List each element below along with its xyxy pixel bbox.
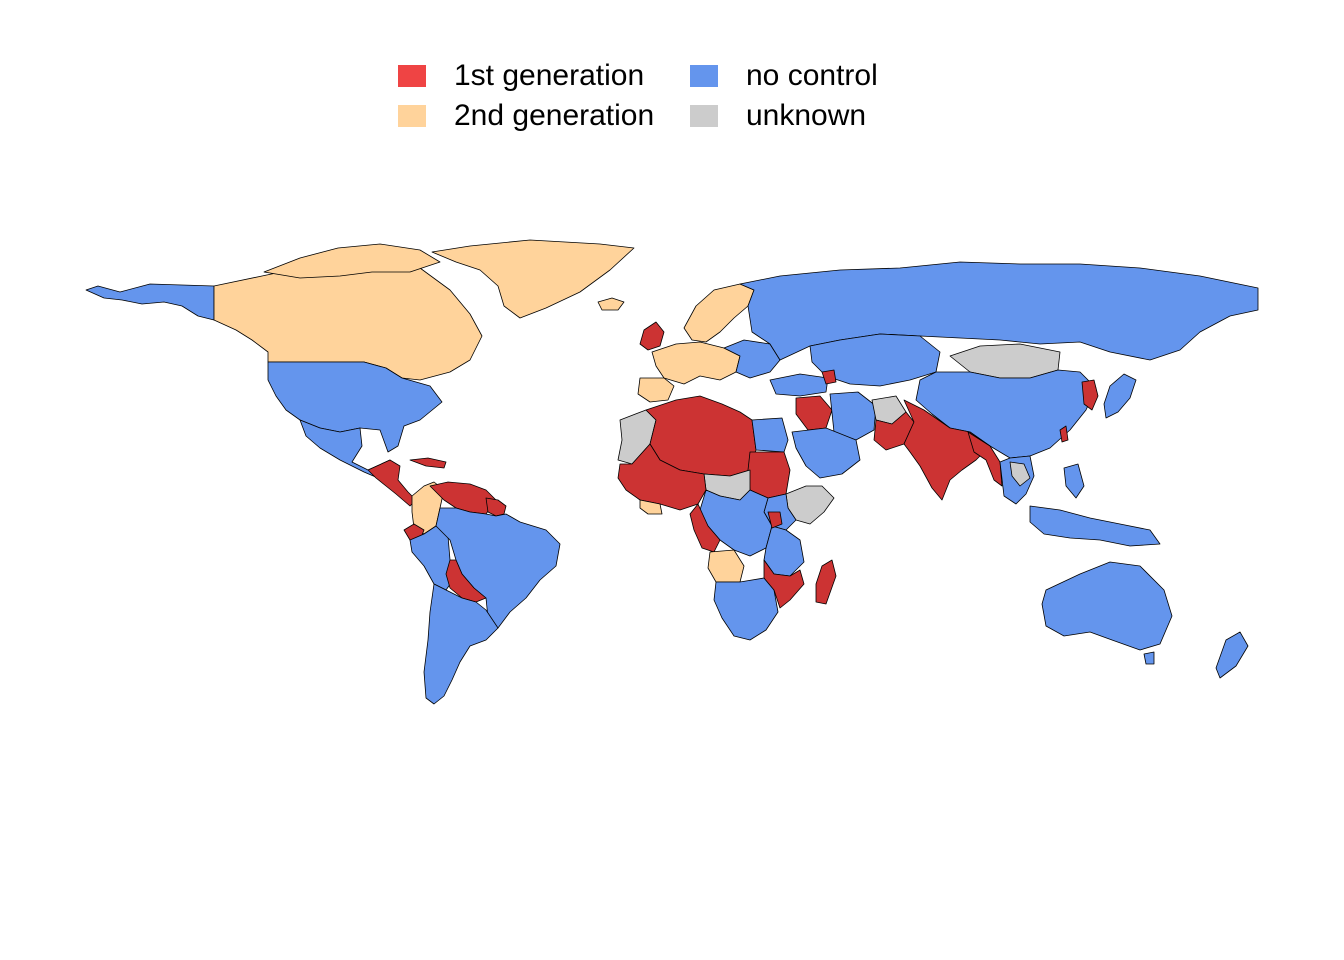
legend-swatch-no-control [690, 65, 718, 87]
country-taiwan [1059, 425, 1069, 443]
country-west-africa [617, 443, 707, 511]
country-australia [1041, 561, 1173, 651]
country-saudi-arabia [791, 427, 861, 479]
country-southern-cone [423, 583, 499, 705]
country-korea [1081, 379, 1099, 411]
country-greenland [431, 239, 635, 319]
country-uk-ireland [639, 321, 665, 351]
legend-swatch-unknown [690, 105, 718, 127]
country-egypt [751, 417, 789, 453]
country-alaska [85, 283, 215, 321]
country-mozambique-zambia [763, 559, 805, 609]
country-thailand-laos [1009, 461, 1031, 487]
country-turkey [769, 373, 829, 397]
legend-swatch-second-generation [398, 105, 426, 127]
country-usa [267, 361, 443, 453]
country-west-africa-coast [639, 499, 663, 515]
country-uganda-tanzania-sliver [767, 511, 783, 529]
legend-label-no-control: no control [746, 59, 878, 92]
legend-swatch-first-generation [398, 65, 426, 87]
country-western-europe [651, 341, 741, 385]
country-tasmania [1143, 651, 1155, 665]
legend-item-first-generation: 1st generation [398, 59, 645, 92]
country-new-zealand [1215, 631, 1249, 679]
country-scandinavia [683, 283, 755, 343]
country-japan [1103, 373, 1137, 419]
country-iberia [637, 377, 675, 403]
country-iceland [597, 297, 625, 311]
country-arctic-islands [263, 243, 441, 279]
country-india [903, 399, 991, 501]
legend-label-second-generation: 2nd generation [454, 99, 655, 132]
country-indonesia-islands [1029, 505, 1161, 547]
country-caribbean [409, 457, 447, 469]
country-iraq-syria [795, 395, 833, 431]
legend-item-unknown: unknown [690, 99, 867, 132]
country-angola [707, 549, 745, 583]
country-myanmar-bangladesh [967, 431, 1003, 487]
legend-item-second-generation: 2nd generation [398, 99, 655, 132]
legend-label-unknown: unknown [746, 99, 867, 132]
country-central-america [367, 459, 417, 507]
country-bolivia [445, 559, 487, 603]
country-philippines [1063, 463, 1085, 499]
legend-item-no-control: no control [690, 59, 878, 92]
country-eastern-europe [723, 339, 781, 379]
country-caucasus [821, 369, 837, 385]
country-guyana-suriname [485, 497, 507, 517]
map-legend: 1st generation 2nd generation no control… [398, 59, 918, 140]
country-congo-gabon [689, 503, 721, 553]
country-southern-africa [713, 577, 779, 641]
country-madagascar [815, 559, 837, 605]
legend-label-first-generation: 1st generation [454, 59, 645, 92]
country-sudan [747, 451, 791, 499]
